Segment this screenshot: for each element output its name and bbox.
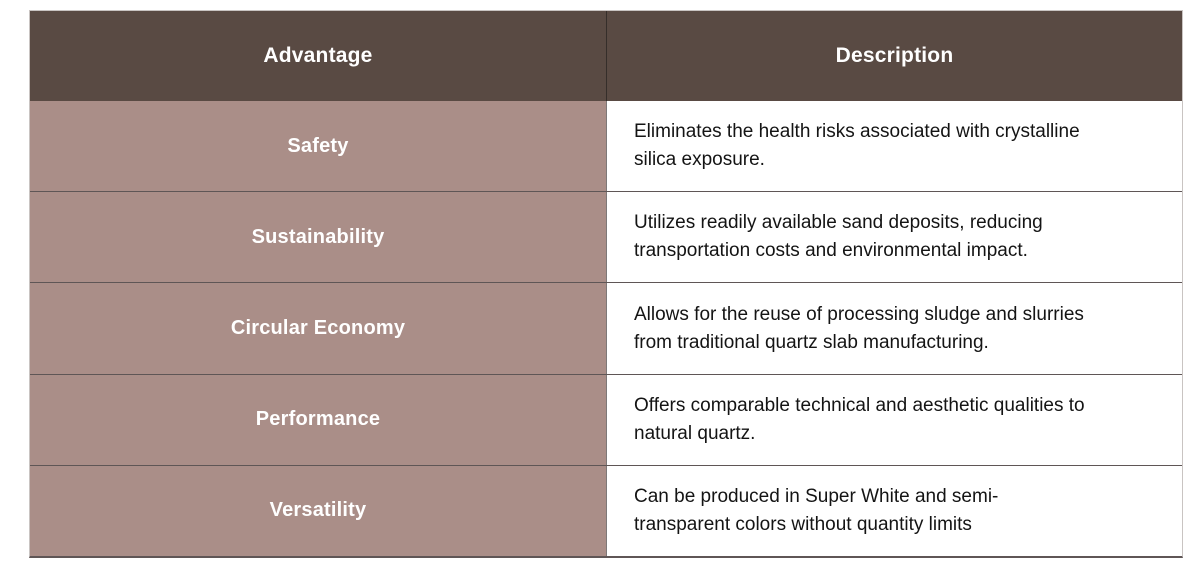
description-cell: Eliminates the health risks associated w… (606, 101, 1182, 192)
table-row: Performance Offers comparable technical … (30, 373, 1182, 465)
description-cell: Offers comparable technical and aestheti… (606, 374, 1182, 465)
description-cell: Can be produced in Super White and semi-… (606, 465, 1182, 557)
advantage-cell: Performance (30, 374, 606, 465)
column-header-description: Description (606, 11, 1182, 101)
table-row: Versatility Can be produced in Super Whi… (30, 464, 1182, 557)
table-body: Safety Eliminates the health risks assoc… (30, 101, 1182, 557)
table-row: Circular Economy Allows for the reuse of… (30, 282, 1182, 374)
description-cell: Utilizes readily available sand deposits… (606, 192, 1182, 283)
description-cell: Allows for the reuse of processing sludg… (606, 283, 1182, 374)
advantage-cell: Sustainability (30, 192, 606, 283)
advantage-cell: Safety (30, 101, 606, 192)
table-header-row: Advantage Description (30, 11, 1182, 101)
advantage-cell: Circular Economy (30, 283, 606, 374)
table-row: Sustainability Utilizes readily availabl… (30, 191, 1182, 283)
advantage-cell: Versatility (30, 465, 606, 557)
table-row: Safety Eliminates the health risks assoc… (30, 101, 1182, 192)
column-header-advantage: Advantage (263, 44, 373, 67)
advantages-table: Advantage Description Safety Eliminates … (29, 10, 1183, 558)
